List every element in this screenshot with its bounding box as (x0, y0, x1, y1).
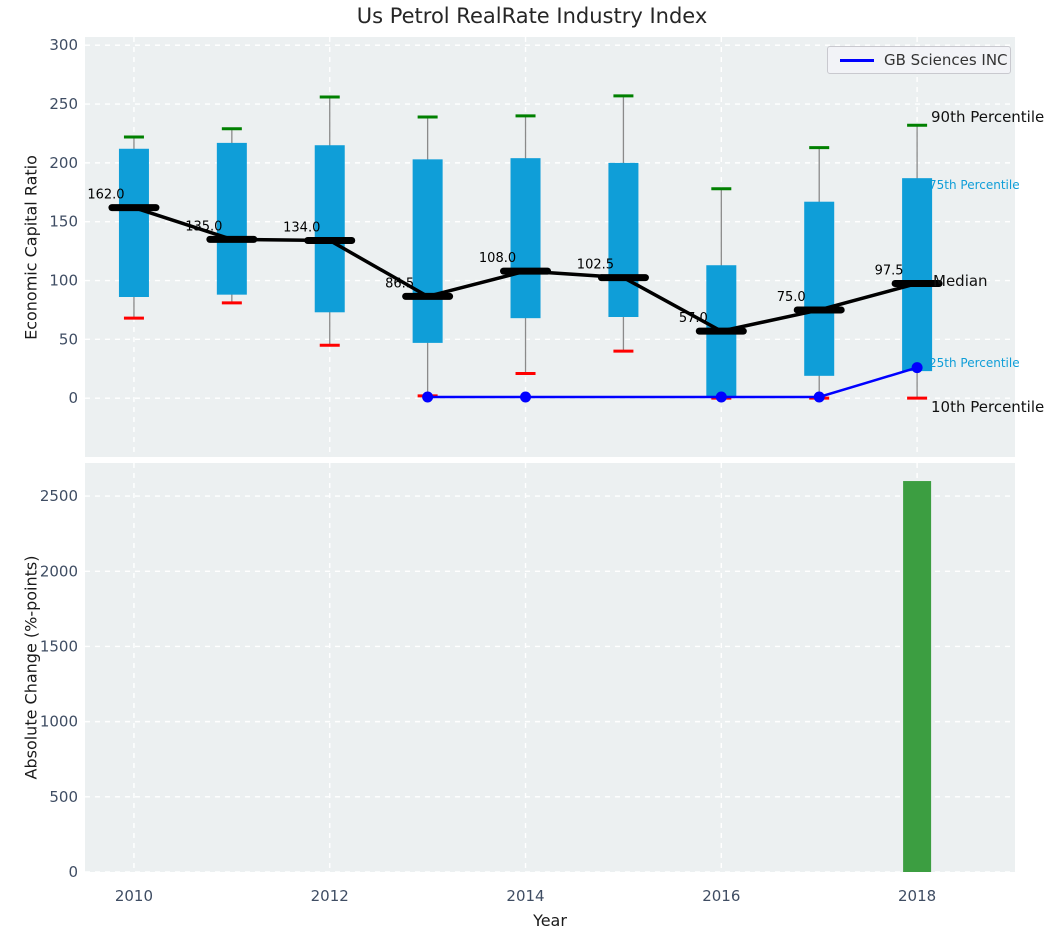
top-y-tick-label: 300 (49, 36, 78, 54)
legend-series-label: GB Sciences INC (884, 51, 1008, 69)
x-axis-label: Year (533, 911, 567, 930)
percentile-box-2011 (216, 142, 247, 295)
bottom-y-tick-label: 1000 (40, 713, 78, 731)
bottom-y-axis-label: Absolute Change (%-points) (21, 555, 41, 780)
x-tick-label: 2016 (702, 887, 740, 905)
median-value-label-2013: 86.5 (385, 276, 414, 291)
page-title: Us Petrol RealRate Industry Index (356, 4, 708, 28)
bottom-y-tick-label: 0 (68, 863, 78, 881)
company-point-2014 (520, 391, 532, 403)
bottom-y-tick-label: 1500 (40, 637, 78, 655)
percentile-box-2018 (902, 178, 933, 372)
median-value-label-2012: 134.0 (283, 221, 320, 236)
annotation-25th-percentile: 25th Percentile (929, 356, 1020, 370)
bottom-y-tick-label: 2000 (40, 562, 78, 580)
percentile-box-2012 (314, 145, 345, 313)
annotation-90th-percentile: 90th Percentile (931, 108, 1045, 126)
top-y-tick-label: 150 (49, 213, 78, 231)
percentile-box-2014 (510, 158, 541, 319)
annotation-10th-percentile: 10th Percentile (931, 398, 1045, 416)
top-y-tick-label: 200 (49, 154, 78, 172)
median-value-label-2016: 57.0 (679, 311, 708, 326)
annotation-median: Median (933, 272, 988, 290)
bottom-y-tick-label: 500 (49, 788, 78, 806)
top-y-tick-label: 50 (59, 330, 78, 348)
legend-line-sample-icon (840, 58, 874, 62)
percentile-box-2017 (804, 201, 835, 376)
company-point-2016 (715, 391, 727, 403)
x-tick-label: 2014 (506, 887, 544, 905)
top-y-tick-label: 0 (68, 389, 78, 407)
x-tick-label: 2012 (311, 887, 349, 905)
percentile-box-2015 (608, 162, 639, 317)
percentile-box-2013 (412, 159, 443, 343)
percentile-box-2010 (118, 148, 149, 297)
legend: GB Sciences INC (827, 46, 1011, 74)
bottom-y-tick-label: 2500 (40, 487, 78, 505)
median-value-label-2015: 102.5 (577, 258, 614, 273)
median-value-label-2014: 108.0 (479, 251, 516, 266)
x-tick-label: 2010 (115, 887, 153, 905)
bottom-plot-background (85, 463, 1015, 872)
company-point-2018 (911, 362, 923, 374)
median-value-label-2018: 97.5 (875, 263, 904, 278)
top-y-tick-label: 100 (49, 272, 78, 290)
top-y-tick-label: 250 (49, 95, 78, 113)
x-tick-label: 2018 (898, 887, 936, 905)
change-bar-2018 (903, 481, 932, 872)
median-value-label-2017: 75.0 (777, 290, 806, 305)
median-value-label-2011: 135.0 (185, 219, 222, 234)
company-point-2017 (813, 391, 825, 403)
company-point-2013 (422, 391, 434, 403)
top-y-axis-label: Economic Capital Ratio (21, 155, 41, 340)
median-value-label-2010: 162.0 (87, 188, 124, 203)
annotation-75th-percentile: 75th Percentile (929, 178, 1020, 192)
